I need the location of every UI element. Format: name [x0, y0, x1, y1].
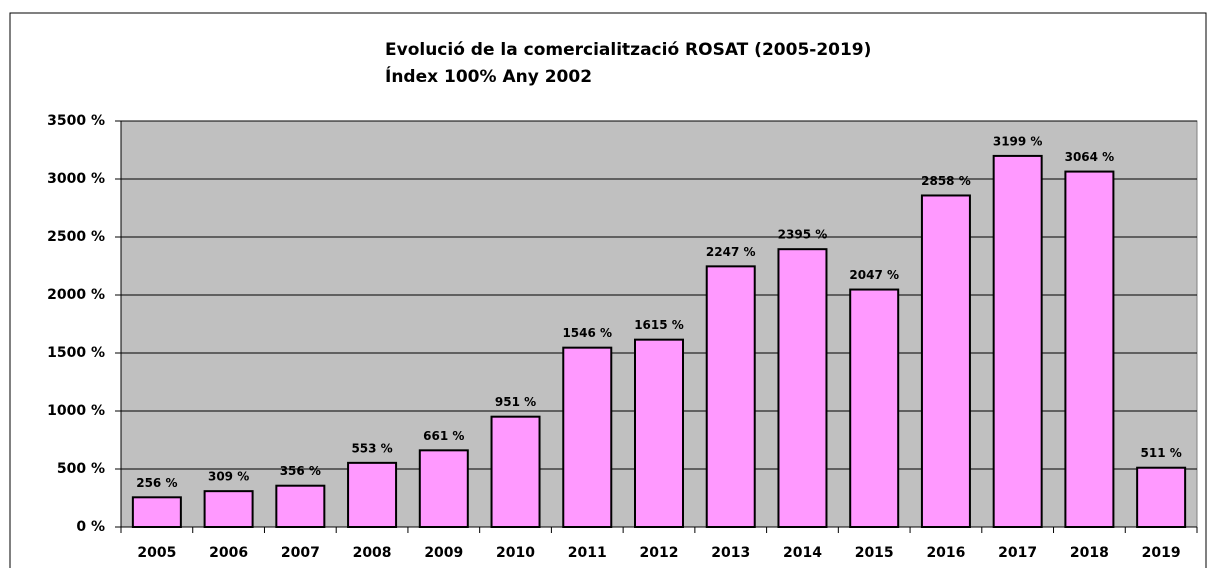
- bar: [920, 194, 971, 529]
- y-tick-label: 3500 %: [47, 113, 105, 129]
- bar: [131, 496, 182, 528]
- x-tick-label: 2009: [424, 545, 463, 561]
- y-tick-label: 2000 %: [47, 287, 105, 303]
- y-tick-label: 0 %: [76, 519, 105, 535]
- value-label: 256 %: [136, 476, 177, 490]
- x-tick-label: 2005: [137, 545, 176, 561]
- x-tick-label: 2013: [711, 545, 750, 561]
- bar: [992, 154, 1043, 529]
- chart-subtitle: Índex 100% Any 2002: [385, 65, 592, 87]
- y-tick-label: 2500 %: [47, 229, 105, 245]
- x-tick-label: 2017: [998, 545, 1037, 561]
- value-label: 3199 %: [993, 134, 1043, 148]
- x-tick-label: 2010: [496, 545, 535, 561]
- value-label: 2247 %: [706, 245, 756, 259]
- bar: [490, 415, 541, 528]
- x-tick-label: 2007: [281, 545, 320, 561]
- y-tick-label: 3000 %: [47, 171, 105, 187]
- value-label: 2047 %: [849, 268, 899, 282]
- value-label: 3064 %: [1065, 150, 1115, 164]
- value-label: 356 %: [280, 464, 321, 478]
- bar: [634, 338, 684, 528]
- y-tick-label: 500 %: [57, 461, 105, 477]
- bar: [849, 288, 900, 528]
- bar: [347, 461, 398, 528]
- x-tick-label: 2014: [783, 545, 822, 561]
- x-tick-label: 2015: [855, 545, 894, 561]
- bar: [777, 248, 828, 528]
- x-tick-label: 2011: [568, 545, 607, 561]
- chart-title: Evolució de la comercialització ROSAT (2…: [385, 40, 871, 60]
- value-label: 2858 %: [921, 174, 971, 188]
- x-tick-label: 2019: [1142, 545, 1181, 561]
- bar: [562, 346, 613, 528]
- value-label: 661 %: [423, 429, 464, 443]
- bar: [705, 265, 756, 528]
- x-tick-label: 2008: [353, 545, 392, 561]
- x-tick-label: 2012: [640, 545, 679, 561]
- value-label: 553 %: [351, 441, 392, 455]
- bar: [275, 484, 326, 529]
- bar: [203, 490, 254, 529]
- value-label: 951 %: [495, 395, 536, 409]
- value-label: 1546 %: [562, 326, 612, 340]
- y-tick-label: 1000 %: [47, 403, 105, 419]
- value-label: 309 %: [208, 470, 249, 484]
- value-label: 1615 %: [634, 318, 684, 332]
- value-label: 2395 %: [778, 228, 828, 242]
- bar: [418, 449, 469, 529]
- x-tick-label: 2006: [209, 545, 248, 561]
- bar: [1064, 170, 1115, 529]
- x-tick-label: 2016: [926, 545, 965, 561]
- x-tick-label: 2018: [1070, 545, 1109, 561]
- y-tick-label: 1500 %: [47, 345, 105, 361]
- bar: [1136, 466, 1187, 528]
- value-label: 511 %: [1141, 446, 1182, 460]
